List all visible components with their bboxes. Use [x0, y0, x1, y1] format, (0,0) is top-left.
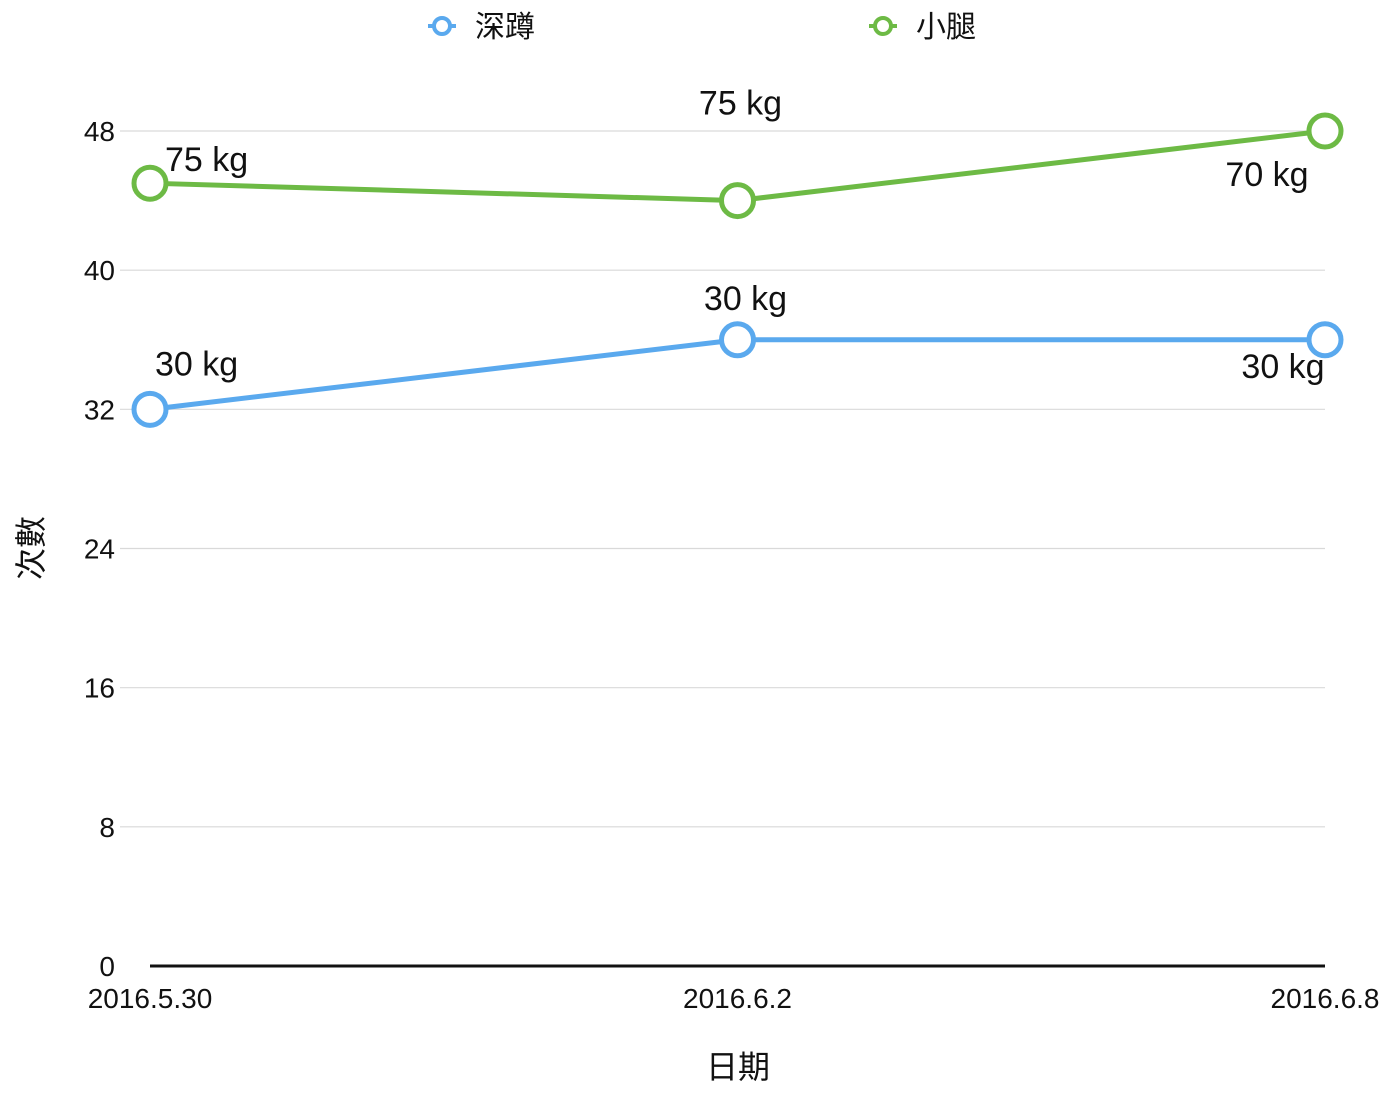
axis-layer: 0 8 16 24 32 40 48 2016.5.30 2016.6.2 2016.6.8 [84, 116, 1380, 1014]
legend-marker [432, 16, 452, 36]
y-tick-label: 0 [99, 951, 115, 982]
data-point [1306, 321, 1344, 359]
legend-label: 小腿 [916, 10, 976, 45]
x-tick-label: 2016.6.8 [1271, 983, 1380, 1014]
x-tick-label: 2016.6.2 [683, 983, 792, 1014]
legend: 深蹲 小腿 [428, 10, 976, 45]
y-tick-label: 16 [84, 673, 115, 704]
data-point [131, 164, 169, 202]
data-label: 75 kg [165, 141, 248, 179]
grid-layer [120, 130, 1325, 828]
x-tick-label: 2016.5.30 [88, 983, 213, 1014]
y-tick-label: 24 [84, 534, 115, 565]
data-label: 30 kg [155, 345, 238, 383]
data-label: 75 kg [699, 85, 782, 123]
x-axis-title: 日期 [706, 1048, 770, 1086]
data-point [1306, 112, 1344, 150]
data-point [131, 390, 169, 428]
data-label: 70 kg [1225, 156, 1308, 194]
data-point [719, 182, 756, 220]
y-tick-label: 32 [84, 394, 115, 425]
series-layer [131, 112, 1344, 428]
data-label: 30 kg [704, 280, 787, 318]
y-tick-label: 40 [84, 255, 115, 286]
legend-marker [873, 16, 893, 36]
y-axis-title: 次數 [12, 516, 50, 580]
data-label: 30 kg [1241, 348, 1324, 386]
y-tick-label: 8 [99, 812, 115, 843]
legend-label: 深蹲 [475, 10, 535, 45]
y-tick-label: 48 [84, 116, 115, 147]
label-layer: 30 kg 30 kg 30 kg 75 kg 75 kg 70 kg [155, 85, 1325, 386]
data-point [719, 321, 756, 359]
